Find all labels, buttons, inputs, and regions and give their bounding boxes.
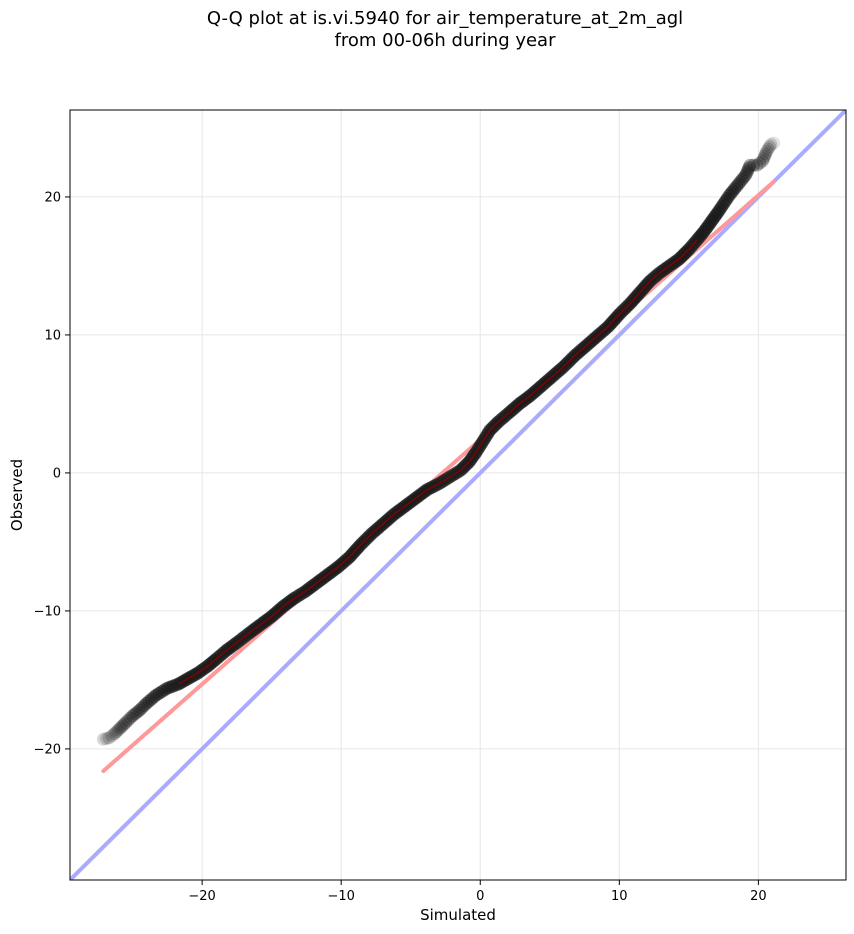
quantile-point <box>743 158 757 172</box>
quantile-point <box>750 158 764 172</box>
quantile-point <box>102 731 116 745</box>
quantile-point <box>126 709 140 723</box>
chart-title: Q-Q plot at is.vi.5940 for air_temperatu… <box>0 8 854 52</box>
x-tick-label: 10 <box>611 889 628 904</box>
quantile-point <box>137 699 151 713</box>
quantile-point <box>128 707 142 721</box>
quantile-point <box>121 713 135 727</box>
y-tick-label: 0 <box>53 466 61 481</box>
quantile-point <box>735 172 749 186</box>
quantile-point <box>111 723 125 737</box>
y-tick-label: −20 <box>34 742 61 757</box>
x-tick-label: −10 <box>327 889 354 904</box>
y-tick-label: −10 <box>34 604 61 619</box>
quantile-point <box>753 156 767 170</box>
quantile-point <box>739 168 753 182</box>
quantile-point <box>757 152 771 166</box>
quantile-point <box>763 140 777 154</box>
quantile-point <box>130 705 144 719</box>
quantile-point <box>117 718 131 732</box>
quantile-point <box>737 170 751 184</box>
quantile-point <box>119 716 133 730</box>
chart-title-line-1: Q-Q plot at is.vi.5940 for air_temperatu… <box>206 8 684 29</box>
axis-ticks: −20 −10 0 10 20 −20 −10 0 10 20 <box>34 190 767 904</box>
x-tick-label: 0 <box>476 889 484 904</box>
quantile-point <box>726 184 740 198</box>
quantile-point <box>742 161 756 175</box>
quantile-point <box>133 703 147 717</box>
quantile-point <box>747 158 761 172</box>
quantile-point <box>758 149 772 163</box>
quantile-point <box>123 711 137 725</box>
quantile-point <box>108 727 122 741</box>
quantile-point <box>115 719 129 733</box>
quantile-trend <box>178 239 698 685</box>
identity-line <box>70 110 846 880</box>
plot-frame <box>69 109 847 881</box>
y-axis-label: Observed <box>8 459 26 531</box>
quantile-point <box>730 179 744 193</box>
quantile-point <box>733 175 747 189</box>
quantile-point <box>105 729 119 743</box>
quantile-point <box>109 725 123 739</box>
y-tick-label: 10 <box>44 328 61 343</box>
quantile-point <box>760 144 774 158</box>
quantile-point <box>756 154 770 168</box>
quantile-point <box>113 721 127 735</box>
x-axis-label: Simulated <box>420 906 496 924</box>
quantile-point <box>740 165 754 179</box>
quantile-point <box>759 147 773 161</box>
y-tick-label: 20 <box>44 190 61 205</box>
quantile-point <box>728 182 742 196</box>
quantile-point <box>764 137 778 151</box>
x-tick-label: −20 <box>188 889 215 904</box>
plot-area <box>70 110 846 880</box>
quantile-point <box>135 701 149 715</box>
quantile-point <box>96 732 110 746</box>
x-tick-label: 20 <box>750 889 767 904</box>
quantile-point <box>99 732 113 746</box>
quantile-point <box>139 696 153 710</box>
quantile-point <box>731 177 745 191</box>
quantile-point <box>767 136 781 150</box>
grid-lines <box>70 110 846 880</box>
quantile-point <box>761 142 775 156</box>
quantile-point <box>741 163 755 177</box>
chart-title-line-2: from 00-06h during year <box>334 30 556 51</box>
